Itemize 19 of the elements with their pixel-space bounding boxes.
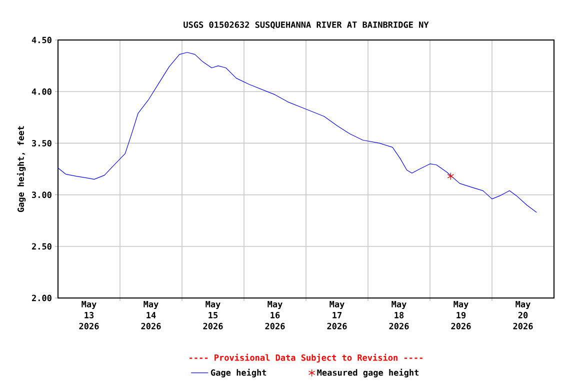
y-axis-title: Gage height, feet — [16, 126, 26, 212]
x-tick-label: May 19 2026 — [451, 301, 471, 330]
x-tick-label: May 18 2026 — [389, 301, 409, 330]
y-tick-label: 2.00 — [32, 294, 52, 302]
x-tick-label: May 13 2026 — [79, 301, 99, 330]
y-tick-label: 3.50 — [32, 140, 52, 146]
x-tick-label: May 20 2026 — [513, 301, 533, 330]
x-tick-label: May 15 2026 — [203, 301, 223, 330]
y-tick-label: 4.50 — [32, 36, 52, 44]
legend-label: Gage height — [210, 368, 266, 378]
text: ---- Provisional Data Subject to Revision ---- — [190, 354, 422, 362]
chart-title: USGS 01502632 SUSQUEHANNA RIVER AT BAINBRIDGE NY — [184, 22, 429, 29]
x-tick-label: May 17 2026 — [327, 301, 347, 330]
legend-label: Measured gage height — [317, 368, 419, 378]
x-tick-label: May 16 2026 — [265, 301, 285, 330]
x-tick-label: May 14 2026 — [141, 301, 161, 330]
y-tick-label: 4.00 — [32, 88, 52, 95]
y-tick-label: 3.00 — [32, 192, 52, 198]
y-tick-label: 2.50 — [32, 243, 52, 250]
